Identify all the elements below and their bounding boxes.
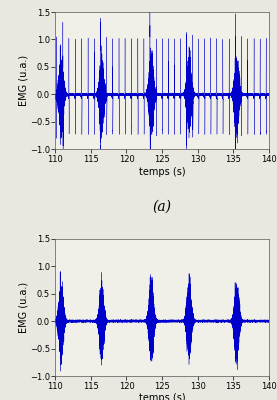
X-axis label: temps (s): temps (s)	[139, 393, 185, 400]
Text: (a): (a)	[153, 200, 171, 214]
Y-axis label: EMG (u.a.): EMG (u.a.)	[18, 55, 28, 106]
Y-axis label: EMG (u.a.): EMG (u.a.)	[18, 282, 28, 333]
X-axis label: temps (s): temps (s)	[139, 167, 185, 177]
